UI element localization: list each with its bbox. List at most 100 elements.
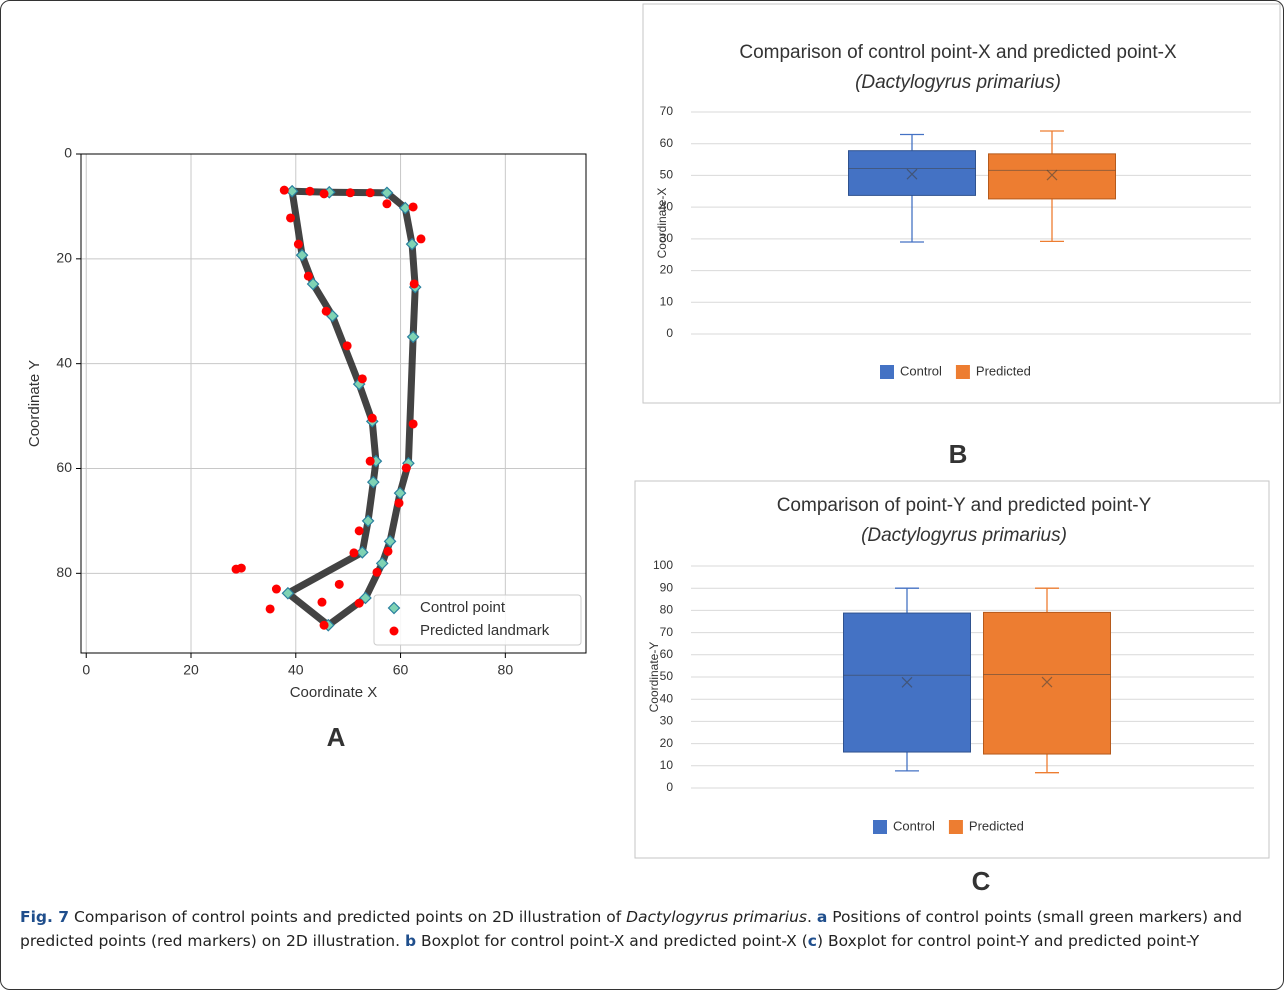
legend-swatch [880, 365, 894, 379]
y-tick-label: 60 [660, 136, 674, 150]
y-tick-label: 10 [660, 758, 674, 772]
predicted-point [303, 271, 313, 281]
legend-label: Control [900, 363, 942, 378]
x-tick-label: 20 [183, 662, 199, 678]
control-point [375, 557, 389, 570]
y-tick-label: 0 [666, 326, 673, 340]
predicted-point [401, 463, 411, 473]
control-point [405, 237, 419, 251]
panel-ref: c [807, 932, 817, 950]
caption-text: Boxplot for control point-X and predicte… [416, 932, 808, 950]
control-point [295, 248, 309, 262]
predicted-point [365, 456, 375, 466]
caption-text: Comparison of control points and predict… [69, 908, 627, 926]
predicted-point [357, 374, 367, 384]
predicted-point [334, 579, 344, 589]
legend-swatch [873, 820, 887, 834]
legend-label: Control point [420, 599, 506, 616]
y-tick-label: 0 [666, 780, 673, 794]
y-tick-label: 20 [56, 250, 72, 266]
charts: 0 20 40 60 80 0 20 40 60 80 Coordinate X Coordinate… [26, 3, 1281, 896]
control-point [306, 277, 320, 291]
caption-text: . [806, 908, 817, 926]
hook-outline [284, 187, 419, 629]
predicted-point [265, 604, 275, 614]
y-tick-label: 20 [660, 736, 674, 750]
legend-swatch [955, 365, 970, 379]
y-tick-label: 90 [660, 580, 674, 594]
mean-marker [1041, 676, 1053, 688]
predicted-point [305, 186, 315, 196]
panel-ref: b [405, 932, 417, 950]
control-point [361, 514, 375, 528]
control-point [380, 186, 394, 200]
predicted-point [382, 199, 392, 209]
predicted-point [367, 413, 377, 423]
chart-frame [642, 3, 1281, 404]
predicted-point [354, 598, 364, 608]
predicted-point [372, 567, 382, 577]
predicted-point [319, 620, 329, 630]
y-tick-label: 50 [660, 168, 674, 182]
caption-text: ) Boxplot for control point-Y and predic… [816, 932, 1200, 950]
y-tick-label: 80 [660, 603, 674, 617]
predicted-point [293, 239, 303, 249]
predicted-point [271, 584, 281, 594]
x-axis-label: Coordinate X [290, 684, 378, 701]
predicted-point [279, 185, 289, 195]
predicted-point [345, 188, 355, 198]
control-point [355, 546, 369, 559]
y-tick-label: 80 [56, 564, 72, 580]
x-tick-label: 60 [393, 662, 409, 678]
box [983, 611, 1111, 755]
panel-label: B [949, 439, 968, 469]
predicted-point [383, 546, 393, 556]
predicted-point [365, 188, 375, 198]
control-point [406, 330, 420, 344]
box [988, 153, 1116, 200]
legend-box [373, 594, 582, 646]
caption-text: Positions of control points (small green… [20, 908, 1243, 950]
x-tick-label: 40 [288, 662, 304, 678]
legend-marker [389, 626, 399, 636]
legend-label: Predicted landmark [420, 622, 550, 639]
y-tick-label: 70 [660, 104, 674, 118]
mean-marker [906, 168, 918, 180]
y-tick-label: 10 [660, 294, 674, 308]
y-tick-label: 60 [660, 647, 674, 661]
figure-number: Fig. 7 [20, 908, 70, 926]
y-tick-label: 40 [660, 199, 674, 213]
predicted-point [319, 189, 329, 199]
panel-label: C [972, 866, 991, 896]
control-point [383, 535, 397, 548]
y-tick-label: 0 [64, 145, 72, 161]
predicted-point [409, 279, 419, 289]
panel-ref: a [816, 908, 828, 926]
y-tick-label: 70 [660, 625, 674, 639]
mean-marker [901, 676, 913, 688]
predicted-point [408, 202, 418, 212]
control-point [393, 486, 407, 500]
y-tick-label: 40 [660, 691, 674, 705]
predicted-point [286, 213, 296, 223]
control-point [281, 586, 295, 600]
caption: Fig. 7 Comparison of control points and … [20, 905, 1270, 953]
legend-marker [387, 601, 401, 615]
chart-title: Comparison of point-Y and predicted poin… [777, 495, 1152, 516]
predicted-point [349, 548, 359, 558]
y-tick-label: 50 [660, 669, 674, 683]
box [848, 150, 976, 196]
y-tick-label: 30 [660, 714, 674, 728]
mean-marker [1046, 169, 1058, 181]
panel-label: A [327, 722, 346, 752]
y-tick-label: 100 [653, 558, 673, 572]
x-tick-label: 80 [498, 662, 514, 678]
predicted-point [342, 341, 352, 351]
chart-subtitle: (Dactylogyrus primarius) [855, 72, 1061, 93]
chart-subtitle: (Dactylogyrus primarius) [861, 525, 1067, 546]
predicted-point [416, 234, 426, 244]
plot-frame [80, 153, 587, 654]
y-axis-label: Coordinate-X [655, 188, 669, 259]
control-point [366, 475, 380, 489]
